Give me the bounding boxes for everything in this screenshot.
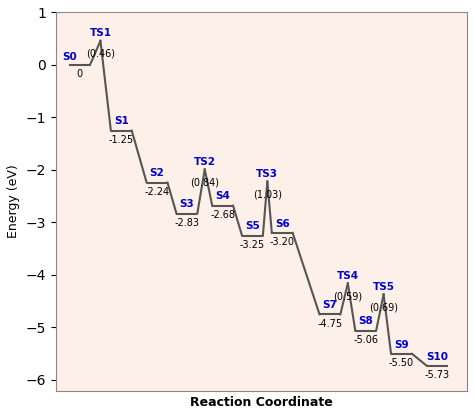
Text: -2.68: -2.68 [210,210,235,220]
Y-axis label: Energy (eV): Energy (eV) [7,165,20,238]
Text: (0.84): (0.84) [190,177,219,187]
Text: S3: S3 [180,199,194,209]
Text: S5: S5 [245,221,260,231]
Text: (0.69): (0.69) [369,302,398,312]
Text: -3.20: -3.20 [270,237,295,247]
Text: (0.59): (0.59) [333,291,363,301]
X-axis label: Reaction Coordinate: Reaction Coordinate [190,396,333,409]
Text: -4.75: -4.75 [318,319,343,329]
Text: TS4: TS4 [337,271,359,281]
Text: -2.24: -2.24 [145,187,170,197]
Text: TS5: TS5 [373,282,394,292]
Text: (1.03): (1.03) [253,189,282,199]
Text: TS2: TS2 [194,157,216,167]
Text: S9: S9 [394,339,409,349]
Text: -5.73: -5.73 [425,370,450,380]
Text: -2.83: -2.83 [174,218,200,228]
Text: S7: S7 [322,300,337,310]
Text: -5.50: -5.50 [389,358,414,368]
Text: S1: S1 [114,116,128,126]
Text: -1.25: -1.25 [109,135,134,145]
Text: 0: 0 [76,69,82,79]
Text: S0: S0 [62,52,77,62]
Text: S4: S4 [215,191,230,201]
Text: -5.06: -5.06 [353,335,378,345]
Text: TS1: TS1 [90,28,111,38]
Text: S6: S6 [275,219,290,229]
Text: TS3: TS3 [256,169,278,179]
Text: S2: S2 [150,168,164,178]
Text: S8: S8 [358,317,373,327]
Text: S10: S10 [426,352,448,362]
Text: -3.25: -3.25 [240,240,265,250]
Text: (0.46): (0.46) [86,49,115,59]
